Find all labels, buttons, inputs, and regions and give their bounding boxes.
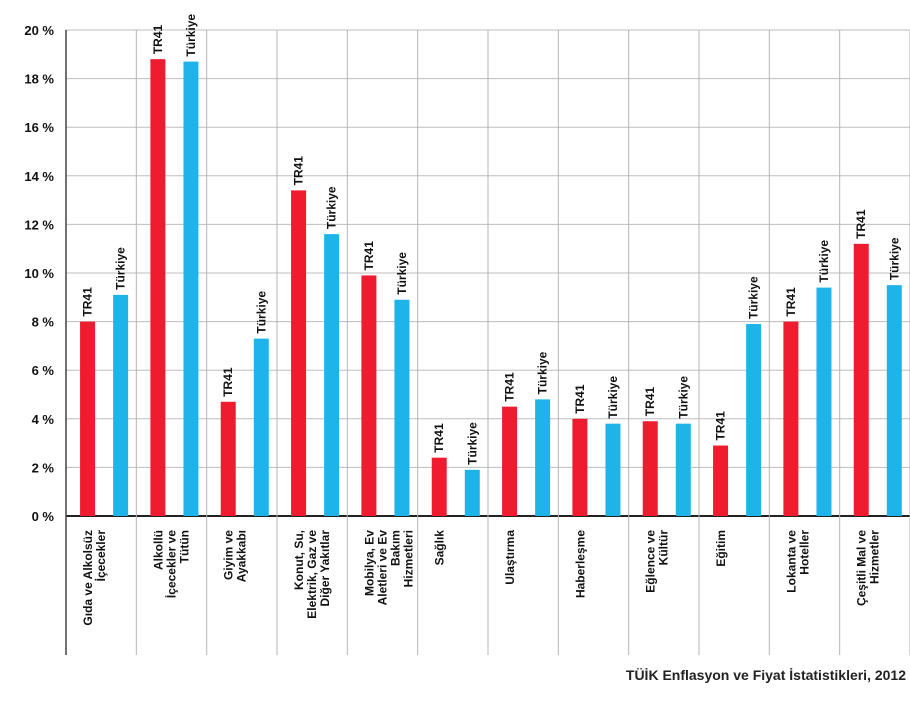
bar-series-label: TR41: [643, 387, 657, 417]
source-note: TÜİK Enflasyon ve Fiyat İstatistikleri, …: [625, 667, 906, 683]
bar-series-label: TR41: [854, 209, 868, 239]
category-label: Hoteller: [797, 530, 811, 575]
bar-turkiye: [253, 338, 269, 516]
bar-tr41: [361, 275, 377, 516]
category-label: Hizmetleri: [401, 530, 415, 587]
bar-series-label: TR41: [573, 384, 587, 414]
bar-series-label: TR41: [221, 367, 235, 397]
bar-series-label: Türkiye: [817, 240, 831, 283]
bar-turkiye: [535, 399, 551, 516]
bar-series-label: TR41: [362, 241, 376, 271]
gridlines: [65, 29, 910, 655]
bar-tr41: [713, 445, 729, 516]
bar-series-label: TR41: [784, 287, 798, 317]
bar-series-label: Türkiye: [114, 247, 128, 290]
bar-tr41: [80, 321, 96, 516]
bar-labels: TR41 TR41 TR41 TR41 TR41 TR41 TR41 TR41 TR41 TR41…: [81, 14, 902, 465]
bar-turkiye: [183, 61, 199, 517]
bar-series-label: TR41: [503, 372, 517, 402]
y-axis-ticks: 0 % 2 % 4 % 6 % 8 % 10 % 12 % 14 % 16 % 18 % 20 %: [24, 23, 54, 524]
category-label: Alkollü: [151, 530, 165, 570]
y-tick-label: 20 %: [24, 23, 54, 38]
category-label: Sağlık: [433, 530, 447, 566]
bar-turkiye: [816, 287, 832, 516]
bar-series-label: Türkiye: [887, 237, 901, 280]
y-tick-label: 2 %: [32, 460, 55, 475]
category-label: Çeşitli Mal ve: [855, 530, 869, 606]
bar-series-label: Türkiye: [747, 276, 761, 319]
bar-turkiye: [886, 285, 902, 516]
y-tick-label: 10 %: [24, 266, 54, 281]
bar-tr41: [431, 457, 447, 516]
bar-tr41: [853, 243, 869, 516]
bar-series-label: Türkiye: [184, 14, 198, 57]
bar-tr41: [220, 401, 236, 516]
bar-turkiye: [394, 299, 410, 516]
category-label: Eğitim: [714, 530, 728, 567]
category-label: Aletleri ve Ev: [375, 530, 389, 606]
bar-series-label: TR41: [81, 287, 95, 317]
bar-series-label: Türkiye: [465, 422, 479, 465]
category-label: Tütün: [177, 530, 191, 563]
category-labels: Gıda ve Alkolsüz İçecekler Alkollü İçecekle…: [81, 530, 882, 626]
bar-series-label: TR41: [151, 24, 165, 54]
bar-turkiye: [324, 234, 340, 516]
category-label: Diğer Yakıtlar: [318, 530, 332, 607]
bar-tr41: [502, 406, 518, 516]
bar-series-label: TR41: [432, 423, 446, 453]
category-label: Eğlence ve: [644, 530, 658, 593]
bar-series-label: Türkiye: [676, 376, 690, 419]
y-tick-label: 6 %: [32, 363, 55, 378]
category-label: İçecekler: [93, 530, 108, 582]
bar-tr41: [783, 321, 799, 516]
category-label: Ulaştırma: [503, 530, 517, 585]
bar-tr41: [572, 418, 588, 516]
y-tick-label: 12 %: [24, 217, 54, 232]
category-label: Elektrik, Gaz ve: [305, 530, 319, 619]
category-label: Ayakkabı: [235, 530, 249, 582]
category-label: Bakım: [388, 530, 402, 566]
category-label: Gıda ve Alkolsüz: [81, 530, 95, 626]
y-tick-label: 0 %: [32, 509, 55, 524]
y-tick-label: 8 %: [32, 315, 55, 330]
bar-tr41: [291, 190, 307, 516]
bar-series-label: TR41: [292, 156, 306, 186]
category-label: İçecekler ve: [163, 530, 178, 598]
bar-series-label: Türkiye: [536, 351, 550, 394]
y-tick-label: 14 %: [24, 169, 54, 184]
category-label: Mobilya, Ev: [362, 530, 376, 596]
category-label: Giyim ve: [222, 530, 236, 580]
bar-series-label: Türkiye: [254, 291, 268, 334]
bar-turkiye: [675, 423, 691, 516]
bar-turkiye: [113, 294, 129, 516]
category-label: Lokanta ve: [784, 530, 798, 593]
bar-series-label: Türkiye: [606, 376, 620, 419]
bar-turkiye: [605, 423, 621, 516]
bar-tr41: [642, 421, 658, 516]
y-tick-label: 4 %: [32, 412, 55, 427]
bar-turkiye: [464, 469, 480, 516]
category-label: Konut, Su,: [292, 530, 306, 590]
category-label: Kültür: [657, 530, 671, 566]
category-label: Hizmetler: [868, 530, 882, 584]
bar-series-label: TR41: [714, 411, 728, 441]
bar-series-label: Türkiye: [395, 252, 409, 295]
y-tick-label: 18 %: [24, 72, 54, 87]
y-tick-label: 16 %: [24, 120, 54, 135]
bar-series-label: Türkiye: [325, 186, 339, 229]
bar-turkiye: [746, 324, 762, 516]
bars: [80, 59, 902, 517]
category-label: Haberleşme: [573, 530, 587, 598]
bar-tr41: [150, 59, 166, 516]
